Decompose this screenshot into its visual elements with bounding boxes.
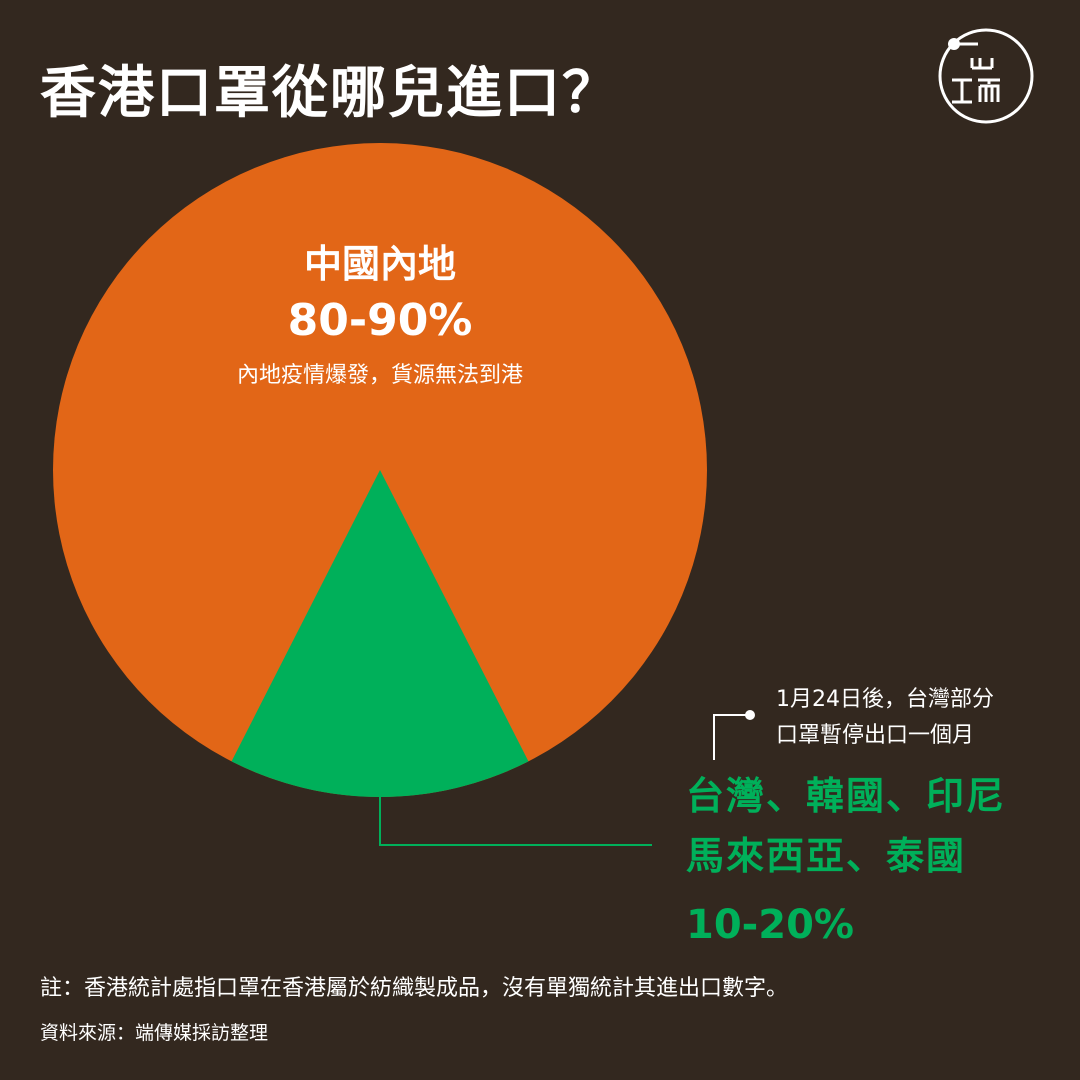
page-title: 香港口罩從哪兒進口？ bbox=[40, 61, 620, 126]
source-note: 資料來源：端傳媒採訪整理 bbox=[40, 1022, 269, 1044]
taiwan-note-line1: 1月24日後，台灣部分 bbox=[776, 687, 994, 712]
initium-logo bbox=[938, 28, 1034, 124]
others-name-line1: 台灣、韓國、印尼 bbox=[686, 774, 1007, 818]
pie-slice-others bbox=[231, 470, 529, 798]
mainland-name: 中國內地 bbox=[303, 242, 457, 286]
leader-line-others bbox=[379, 796, 652, 846]
taiwan-note: 1月24日後，台灣部分 口罩暫停出口一個月 bbox=[776, 682, 994, 754]
others-name-line2: 馬來西亞、泰國 bbox=[686, 834, 967, 878]
others-range: 10-20% bbox=[686, 902, 855, 948]
leader-dot-taiwan-note bbox=[745, 710, 755, 720]
footnote: 註：香港統計處指口罩在香港屬於紡織製成品，沒有單獨統計其進出口數字。 bbox=[40, 976, 789, 1001]
mainland-range: 80-90% bbox=[287, 295, 473, 346]
leader-line-taiwan-note bbox=[713, 714, 748, 760]
others-label: 台灣、韓國、印尼 馬來西亞、泰國 10-20% bbox=[686, 766, 1006, 956]
mainland-label: 中國內地 80-90% 內地疫情爆發，貨源無法到港 bbox=[237, 238, 523, 396]
mainland-note: 內地疫情爆發，貨源無法到港 bbox=[236, 363, 524, 388]
taiwan-note-line2: 口罩暫停出口一個月 bbox=[776, 723, 975, 748]
